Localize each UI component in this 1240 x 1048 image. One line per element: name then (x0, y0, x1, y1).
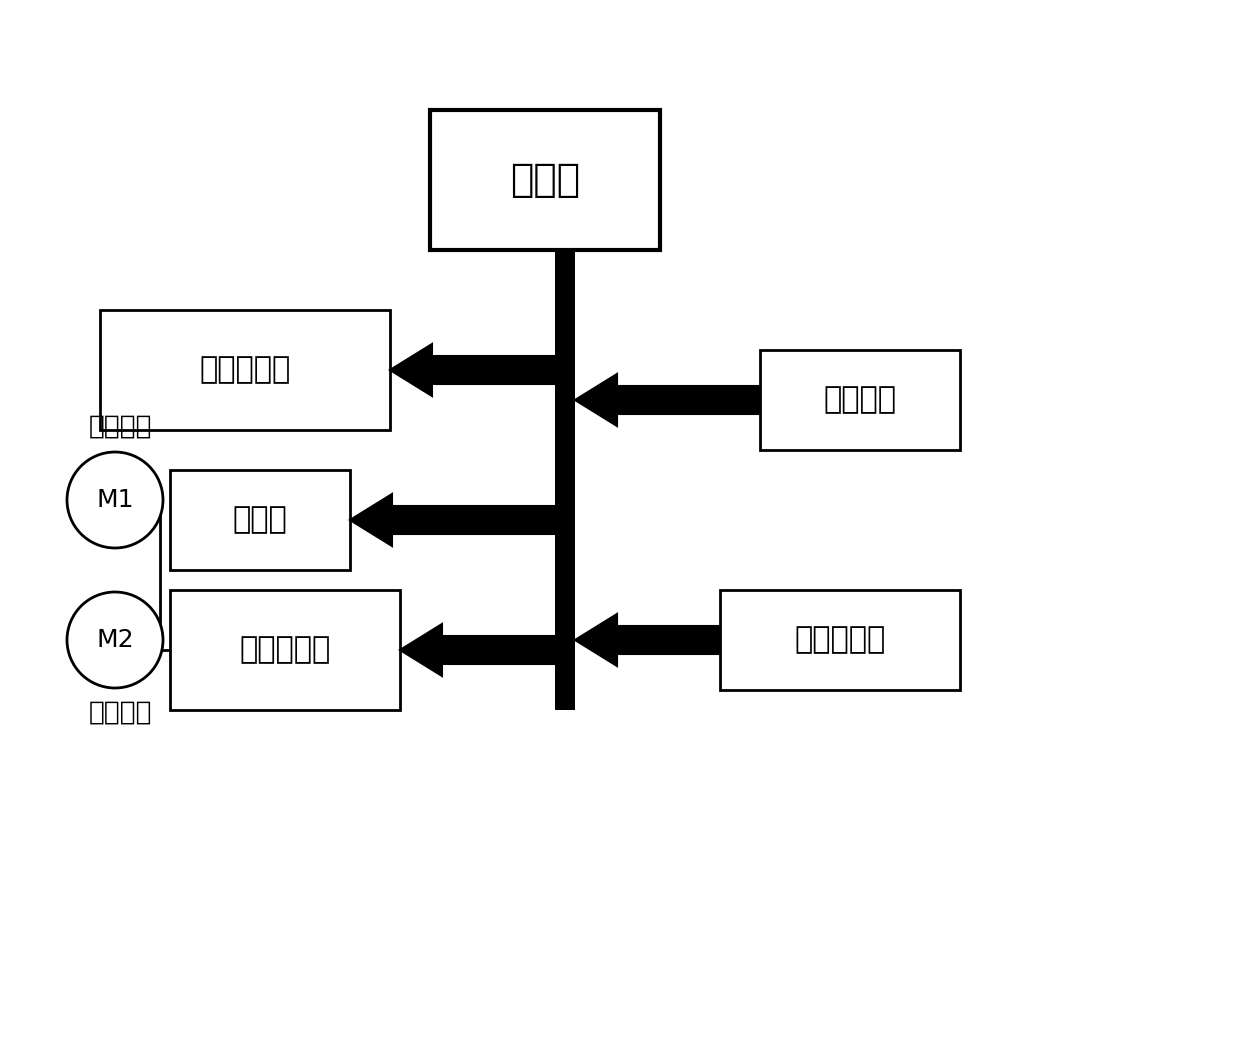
Polygon shape (575, 374, 760, 425)
Polygon shape (391, 344, 556, 396)
Text: 单片机: 单片机 (510, 161, 580, 199)
Text: 电机驱动器: 电机驱动器 (239, 635, 331, 664)
Text: M2: M2 (97, 628, 134, 652)
Bar (556, 250, 575, 709)
Text: 温度传感器: 温度传感器 (795, 626, 885, 655)
Polygon shape (401, 624, 556, 676)
Text: 温度显示器: 温度显示器 (200, 355, 290, 385)
Circle shape (67, 592, 162, 687)
Bar (720, 590, 960, 690)
Circle shape (67, 452, 162, 548)
Polygon shape (575, 614, 720, 665)
Text: 搨拌电机: 搨拌电机 (88, 700, 151, 726)
Bar (170, 590, 401, 709)
Text: 升降电机: 升降电机 (88, 414, 151, 440)
Bar (430, 110, 660, 250)
Text: 控制开关: 控制开关 (823, 386, 897, 415)
Bar (170, 470, 350, 570)
Polygon shape (350, 494, 556, 546)
Text: 加热器: 加热器 (233, 505, 288, 534)
Text: M1: M1 (97, 488, 134, 512)
Bar (760, 350, 960, 450)
Bar (100, 310, 391, 430)
